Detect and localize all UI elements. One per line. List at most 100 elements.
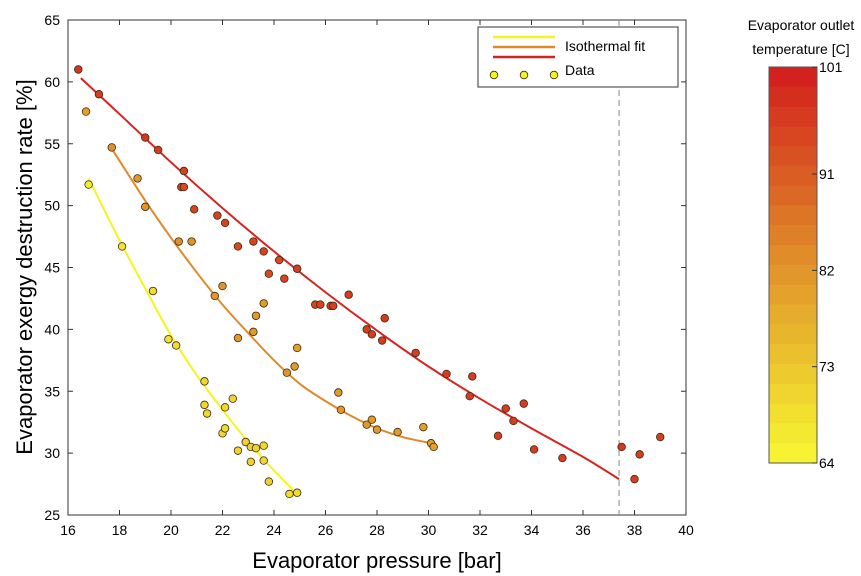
y-tick-label: 65 xyxy=(44,12,60,28)
data-point-series-3 xyxy=(442,369,451,379)
y-tick-label: 25 xyxy=(44,507,60,523)
data-point-series-3 xyxy=(367,330,377,339)
colorbar-cell xyxy=(769,403,817,424)
legend-marker-swatch xyxy=(519,70,529,80)
x-tick-label: 28 xyxy=(369,522,385,538)
data-points-group xyxy=(74,65,665,499)
colorbar-title-line-1: Evaporator outlet xyxy=(748,17,855,33)
legend-marker-swatch xyxy=(549,70,559,80)
data-point-series-3 xyxy=(558,453,567,463)
data-point-series-2 xyxy=(107,143,116,152)
colorbar-cell xyxy=(769,364,817,385)
colorbar-tick-label: 64 xyxy=(819,455,835,471)
data-point-series-1 xyxy=(164,335,173,344)
data-point-series-3 xyxy=(519,399,528,408)
x-tick-label: 24 xyxy=(266,522,282,538)
x-axis-label: Evaporator pressure [bar] xyxy=(252,548,501,573)
data-point-series-2 xyxy=(141,202,150,212)
colorbar-cell xyxy=(769,324,817,345)
data-point-series-1 xyxy=(259,456,268,465)
data-point-series-3 xyxy=(635,450,644,459)
data-point-series-3 xyxy=(617,442,626,452)
legend-marker-swatch xyxy=(489,70,499,80)
colorbar-tick-label: 73 xyxy=(819,359,835,375)
data-point-series-2 xyxy=(259,299,268,308)
colorbar: Evaporator outlet temperature [C] 101 91 8… xyxy=(748,17,855,471)
data-point-series-3 xyxy=(189,205,199,214)
data-point-series-2 xyxy=(133,174,142,183)
x-tick-label: 22 xyxy=(215,522,231,538)
data-point-series-3 xyxy=(233,242,243,251)
data-point-series-3 xyxy=(509,416,518,426)
y-tick-label: 40 xyxy=(44,321,60,337)
data-point-series-3 xyxy=(468,372,477,381)
plot-area xyxy=(67,19,687,516)
x-tick-label: 34 xyxy=(524,522,540,538)
data-point-series-1 xyxy=(228,394,237,403)
data-point-series-2 xyxy=(372,425,382,434)
data-point-series-3 xyxy=(141,133,150,142)
colorbar-cell xyxy=(769,284,817,306)
data-point-series-1 xyxy=(285,489,294,499)
legend: Isothermal fit Data xyxy=(477,26,679,88)
colorbar-cell xyxy=(769,185,817,207)
data-point-series-2 xyxy=(336,405,346,415)
y-tick-label: 35 xyxy=(44,383,60,399)
colorbar-cell xyxy=(769,86,817,108)
data-point-series-3 xyxy=(380,314,389,323)
data-point-series-2 xyxy=(210,291,219,301)
colorbar-cell xyxy=(769,344,817,365)
x-tick-label: 20 xyxy=(163,522,179,538)
data-point-series-3 xyxy=(630,474,639,484)
data-point-series-1 xyxy=(117,242,127,251)
data-point-series-1 xyxy=(264,477,274,486)
data-point-series-3 xyxy=(264,269,274,278)
colorbar-cell xyxy=(769,126,817,147)
data-point-series-1 xyxy=(171,341,181,350)
colorbar-cell xyxy=(769,383,817,405)
y-axis-ticks: 25 30 35 40 45 50 55 60 65 xyxy=(44,12,686,523)
data-point-series-1 xyxy=(148,286,158,296)
colorbar-cell xyxy=(769,225,817,246)
legend-items xyxy=(489,35,559,80)
colorbar-cell xyxy=(769,265,817,286)
colorbar-cell xyxy=(769,166,817,187)
data-point-series-1 xyxy=(84,180,93,189)
data-point-series-2 xyxy=(362,420,371,429)
data-point-series-3 xyxy=(292,264,302,273)
colorbar-cell xyxy=(769,67,817,88)
data-point-series-3 xyxy=(344,290,353,299)
data-point-series-3 xyxy=(656,432,665,442)
colorbar-title-line-2: temperature [C] xyxy=(752,41,849,57)
legend-label-data: Data xyxy=(565,62,595,78)
x-axis-ticks: 16 18 20 22 24 26 28 30 32 34 36 38 40 xyxy=(60,20,694,538)
data-point-series-3 xyxy=(465,392,474,401)
colorbar-cells xyxy=(769,67,817,464)
data-point-series-1 xyxy=(233,446,243,455)
data-point-series-2 xyxy=(367,415,377,424)
x-tick-label: 18 xyxy=(112,522,128,538)
data-point-series-3 xyxy=(249,237,258,246)
x-tick-label: 26 xyxy=(318,522,334,538)
data-point-series-3 xyxy=(411,348,420,358)
y-tick-label: 45 xyxy=(44,260,60,276)
data-point-series-1 xyxy=(220,403,230,412)
data-point-series-3 xyxy=(179,166,189,176)
data-point-series-3 xyxy=(274,255,284,265)
data-point-series-2 xyxy=(233,333,243,343)
colorbar-cell xyxy=(769,245,817,266)
data-point-series-1 xyxy=(292,488,302,497)
data-point-series-3 xyxy=(377,336,387,345)
data-point-series-2 xyxy=(282,368,292,377)
y-tick-label: 50 xyxy=(44,198,60,214)
data-point-series-3 xyxy=(153,145,163,155)
data-point-series-2 xyxy=(290,362,299,371)
colorbar-ticks: 101 91 82 73 64 xyxy=(812,59,843,471)
data-point-series-3 xyxy=(213,211,222,220)
data-point-series-3 xyxy=(529,445,539,454)
colorbar-cell xyxy=(769,146,817,167)
data-point-series-2 xyxy=(419,422,428,432)
x-tick-label: 32 xyxy=(472,522,488,538)
data-point-series-2 xyxy=(249,327,258,337)
data-point-series-1 xyxy=(200,377,209,386)
